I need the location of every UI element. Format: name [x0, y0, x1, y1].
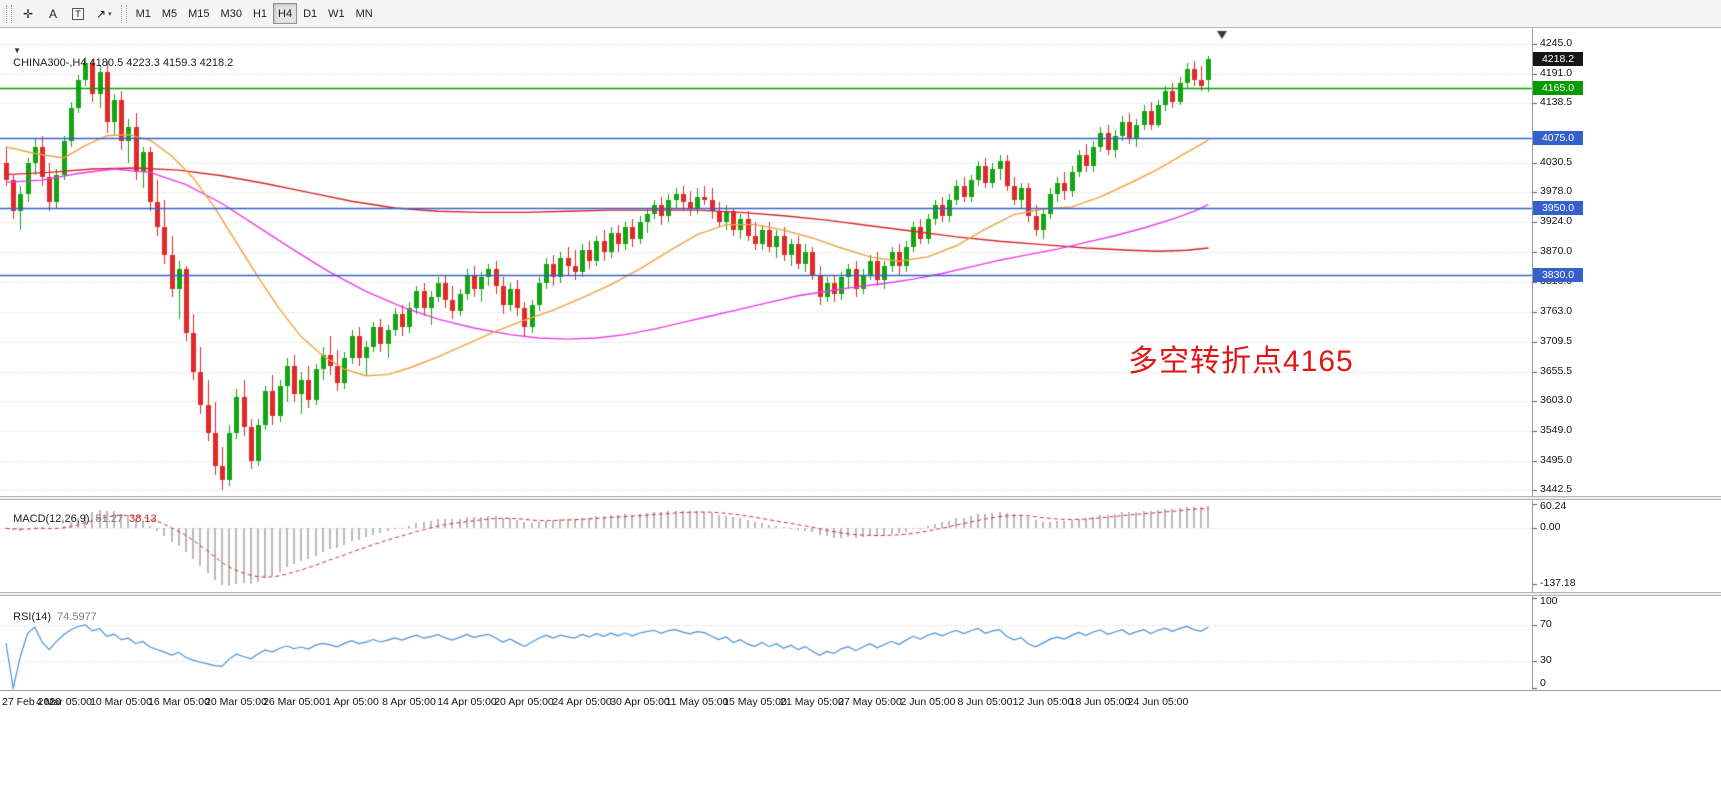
price-badge: 4075.0	[1533, 131, 1583, 145]
chart-ohlc-values: 4180.5 4223.3 4159.3 4218.2	[86, 57, 234, 69]
time-axis-separator	[0, 690, 1721, 691]
time-axis-label: 26 Mar 05:00	[263, 696, 325, 708]
price-axis-label: 3924.0	[1540, 215, 1573, 227]
tool-button-arrow-objects[interactable]: ↗ ▾	[91, 3, 117, 24]
price-axis-label: 4138.5	[1540, 96, 1573, 108]
rsi-value: 74.5977	[57, 611, 97, 623]
chevron-down-icon: ▾	[108, 10, 112, 18]
panel-divider-macd[interactable]	[0, 496, 1721, 500]
tool-button-crosshair[interactable]: ✛	[16, 3, 40, 24]
toolbar-grip[interactable]	[6, 4, 12, 23]
price-axis-label: 3763.0	[1540, 305, 1573, 317]
rsi-title: RSI(14)	[13, 611, 52, 623]
timeframe-button-m15[interactable]: M15	[183, 3, 214, 24]
timeframe-button-m5[interactable]: M5	[157, 3, 182, 24]
price-axis-label: 3655.5	[1540, 365, 1573, 377]
macd-axis-label: -137.18	[1540, 577, 1576, 589]
timeframe-button-m1[interactable]: M1	[131, 3, 156, 24]
time-axis-label: 15 May 05:00	[723, 696, 787, 708]
time-axis-label: 14 Apr 05:00	[437, 696, 497, 708]
panel-divider-rsi[interactable]	[0, 592, 1721, 596]
price-badge: 4165.0	[1533, 81, 1583, 95]
timeframe-button-h4[interactable]: H4	[273, 3, 298, 24]
time-axis-label: 4 Mar 05:00	[35, 696, 93, 708]
price-axis-label: 3709.5	[1540, 335, 1573, 347]
tool-button-text[interactable]: A	[41, 3, 65, 24]
timeframe-group: M1 M5 M15 M30 H1 H4 D1 W1 MN	[131, 3, 378, 24]
macd-signal-value: 38.13	[129, 513, 157, 525]
price-axis[interactable]	[1533, 28, 1721, 690]
rsi-axis-label: 70	[1540, 618, 1552, 630]
time-axis-label: 24 Jun 05:00	[1127, 696, 1189, 708]
timeframe-button-h1[interactable]: H1	[248, 3, 272, 24]
time-axis-label: 27 May 05:00	[838, 696, 902, 708]
price-axis-label: 3495.0	[1540, 454, 1573, 466]
rsi-axis-label: 0	[1540, 677, 1546, 689]
macd-header: MACD(12,26,9) 51.27 38.13	[7, 501, 157, 525]
arrow-objects-icon: ↗	[96, 6, 107, 21]
time-axis-label: 10 Mar 05:00	[90, 696, 152, 708]
text-icon: A	[48, 6, 57, 21]
price-badge: 3830.0	[1533, 268, 1583, 282]
timeframe-button-d1[interactable]: D1	[298, 3, 322, 24]
time-axis-label: 12 Jun 05:00	[1012, 696, 1074, 708]
toolbar: ✛ A T ↗ ▾ M1 M5 M15 M30 H1 H4 D1 W1 MN	[0, 0, 1721, 28]
price-axis-label: 3870.0	[1540, 245, 1573, 257]
text-label-icon: T	[72, 7, 84, 20]
price-badge: 4218.2	[1533, 52, 1583, 66]
time-axis-label: 27 Feb 2020	[2, 696, 61, 708]
macd-axis-label: 60.24	[1540, 500, 1567, 512]
time-axis-label: 11 May 05:00	[665, 696, 729, 708]
rsi-axis-label: 30	[1540, 654, 1552, 666]
time-axis-label: 8 Apr 05:00	[382, 696, 436, 708]
timeframe-button-mn[interactable]: MN	[351, 3, 378, 24]
time-axis-label: 1 Apr 05:00	[325, 696, 379, 708]
price-axis-label: 3549.0	[1540, 424, 1573, 436]
time-axis-label: 21 May 05:00	[780, 696, 844, 708]
macd-axis-label: 0.00	[1540, 521, 1561, 533]
time-axis-label: 16 Mar 05:00	[148, 696, 210, 708]
time-axis-label: 20 Mar 05:00	[205, 696, 267, 708]
drawing-tools-group: ✛ A T ↗ ▾	[16, 3, 117, 24]
time-axis-label: 24 Apr 05:00	[552, 696, 612, 708]
price-axis-label: 3442.5	[1540, 483, 1573, 495]
price-axis-label: 3978.0	[1540, 185, 1573, 197]
rsi-header: RSI(14) 74.5977	[7, 599, 97, 623]
macd-title: MACD(12,26,9)	[13, 513, 90, 525]
price-axis-label: 4030.5	[1540, 156, 1573, 168]
price-badge: 3950.0	[1533, 201, 1583, 215]
price-axis-separator	[1532, 28, 1533, 691]
chart-header: ▼ CHINA300-,H4 4180.5 4223.3 4159.3 4218…	[7, 33, 233, 69]
time-axis-label: 8 Jun 05:00	[957, 696, 1013, 708]
chart-dropdown-icon[interactable]: ▼	[13, 46, 22, 55]
price-axis-label: 4245.0	[1540, 37, 1573, 49]
time-axis[interactable]: 27 Feb 2020 4 Mar 05:00 10 Mar 05:00 16 Mar…	[0, 691, 1721, 717]
crosshair-icon: ✛	[22, 6, 34, 21]
price-axis-label: 4191.0	[1540, 67, 1573, 79]
price-axis-label: 3603.0	[1540, 394, 1573, 406]
timeframe-button-w1[interactable]: W1	[323, 3, 350, 24]
macd-main-value: 51.27	[95, 513, 124, 525]
time-axis-label: 20 Apr 05:00	[494, 696, 554, 708]
chart-annotation-text[interactable]: 多空转折点4165	[1128, 345, 1354, 378]
tool-button-text-label[interactable]: T	[66, 3, 90, 24]
chart-symbol-title: CHINA300-,H4	[13, 57, 87, 69]
rsi-axis-label: 100	[1540, 595, 1558, 607]
timeframe-button-m30[interactable]: M30	[216, 3, 247, 24]
time-axis-label: 2 Jun 05:00	[900, 696, 956, 708]
toolbar-grip-2[interactable]	[120, 4, 127, 23]
time-axis-label: 18 Jun 05:00	[1069, 696, 1131, 708]
time-axis-label: 30 Apr 05:00	[610, 696, 670, 708]
